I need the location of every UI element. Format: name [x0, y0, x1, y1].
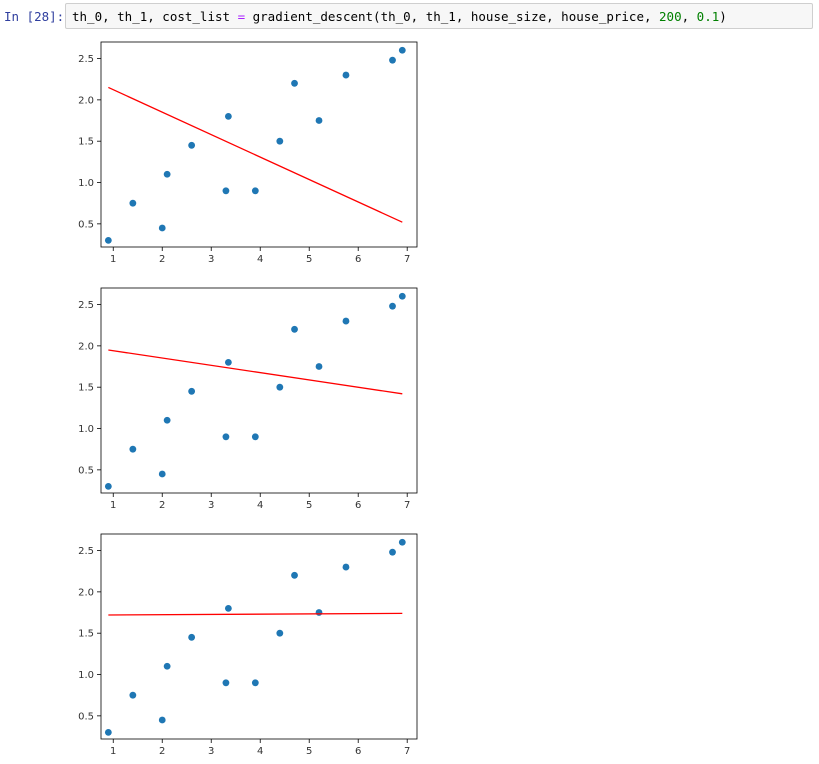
data-point [291, 571, 298, 579]
x-tick-label: 5 [306, 254, 312, 265]
code-input[interactable]: th_0, th_1, cost_list = gradient_descent… [65, 3, 813, 29]
y-tick-label: 1.0 [78, 178, 94, 189]
y-tick-label: 1.0 [78, 670, 94, 681]
y-tick-label: 0.5 [78, 711, 94, 722]
data-point [163, 662, 171, 670]
code-text: ) [719, 9, 727, 24]
data-point [222, 679, 230, 687]
y-tick-label: 2.5 [78, 300, 94, 311]
x-tick-label: 1 [110, 254, 116, 265]
y-tick-label: 2.0 [78, 341, 94, 352]
x-tick-label: 2 [159, 746, 165, 757]
y-tick-label: 1.5 [78, 137, 94, 148]
cell-prompt: In [28]: [4, 9, 65, 24]
data-point [315, 363, 323, 370]
data-point [315, 117, 323, 124]
x-tick-label: 2 [159, 500, 165, 511]
x-tick-label: 1 [110, 746, 116, 757]
code-number: 0.1 [696, 9, 720, 24]
data-point [342, 317, 350, 325]
data-point [398, 292, 406, 300]
data-point [158, 716, 166, 724]
fit-line [108, 349, 403, 395]
chart-1: 1 2 3 4 5 6 7 0.5 1.0 1.5 2.0 2.5 [78, 41, 418, 265]
y-tick-label: 0.5 [78, 465, 94, 476]
data-point [224, 604, 232, 612]
data-point [276, 137, 284, 145]
data-point [224, 112, 232, 120]
data-point [129, 199, 137, 207]
data-point [224, 358, 232, 366]
x-tick-label: 4 [257, 254, 263, 265]
x-tick-label: 7 [404, 746, 410, 757]
fit-line [108, 612, 403, 616]
data-point [389, 302, 396, 310]
y-tick-label: 2.0 [78, 95, 94, 106]
chart-2: 1 2 3 4 5 6 7 0.5 1.0 1.5 2.0 2.5 [78, 287, 418, 511]
data-point [158, 224, 166, 232]
y-tick-label: 2.5 [78, 546, 94, 557]
data-point [389, 56, 396, 64]
x-tick-label: 5 [306, 746, 312, 757]
x-tick-label: 3 [208, 254, 214, 265]
x-tick-label: 4 [257, 746, 263, 757]
y-tick-label: 2.5 [78, 54, 94, 65]
data-point [251, 187, 259, 195]
plot-frame [100, 287, 418, 494]
code-line: th_0, th_1, cost_list = gradient_descent… [72, 9, 727, 24]
x-tick-label: 2 [159, 254, 165, 265]
x-tick-label: 7 [404, 254, 410, 265]
data-point [129, 445, 137, 453]
data-point [222, 187, 230, 195]
data-point [291, 79, 298, 87]
data-point [188, 633, 196, 641]
data-point [398, 538, 406, 546]
x-tick-label: 6 [355, 254, 361, 265]
x-tick-label: 6 [355, 500, 361, 511]
code-operator: = [237, 9, 246, 24]
data-point [163, 416, 171, 424]
data-point [251, 679, 259, 687]
code-number: 200 [659, 9, 682, 24]
plot-frame [100, 533, 418, 740]
y-tick-label: 2.0 [78, 587, 94, 598]
data-point [104, 728, 112, 736]
x-tick-label: 3 [208, 746, 214, 757]
code-text: th_0, th_1, cost_list [72, 9, 238, 24]
code-text: , [681, 9, 697, 24]
data-point [158, 470, 166, 478]
data-point [291, 325, 298, 333]
x-tick-label: 5 [306, 500, 312, 511]
x-tick-label: 4 [257, 500, 263, 511]
data-point [251, 433, 259, 441]
data-point [276, 629, 284, 637]
data-point [276, 383, 284, 391]
data-point [222, 433, 230, 441]
y-tick-label: 0.5 [78, 219, 94, 230]
data-point [315, 609, 323, 616]
x-tick-label: 1 [110, 500, 116, 511]
data-point [104, 482, 112, 490]
data-point [188, 141, 196, 149]
data-point [129, 691, 137, 699]
data-point [398, 46, 406, 54]
y-tick-label: 1.5 [78, 383, 94, 394]
data-point [104, 236, 112, 244]
data-point [342, 563, 350, 571]
y-tick-label: 1.5 [78, 629, 94, 640]
x-tick-label: 7 [404, 500, 410, 511]
plot-frame [100, 41, 418, 248]
data-point [188, 387, 196, 395]
data-point [163, 170, 171, 178]
data-point [342, 71, 350, 79]
x-tick-label: 6 [355, 746, 361, 757]
fit-line [108, 86, 403, 223]
chart-3: 1 2 3 4 5 6 7 0.5 1.0 1.5 2.0 2.5 [78, 533, 418, 757]
data-point [389, 548, 396, 556]
x-tick-label: 3 [208, 500, 214, 511]
code-text: gradient_descent(th_0, th_1, house_size,… [245, 9, 660, 24]
y-tick-label: 1.0 [78, 424, 94, 435]
